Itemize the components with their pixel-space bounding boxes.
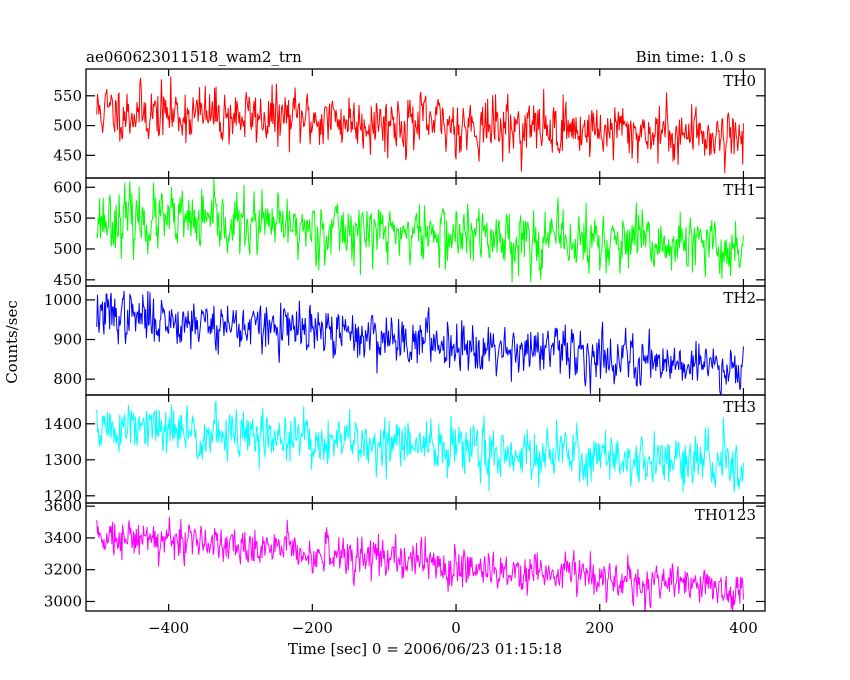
panel-label: TH2: [723, 289, 756, 307]
panel-th0123: 3000 3200 3400 3600 TH0123: [44, 497, 766, 612]
series-th3: [96, 400, 744, 493]
series-th0: [96, 76, 744, 173]
y-tick-label: 1200: [44, 487, 82, 505]
y-tick-label: 1000: [44, 291, 82, 309]
y-tick-label: 450: [53, 271, 82, 289]
y-tick-label: 500: [53, 240, 82, 258]
y-tick-label: 1400: [44, 415, 82, 433]
x-tick-label: 200: [585, 619, 614, 637]
y-axis-title: Counts/sec: [3, 300, 21, 384]
panel-label: TH0123: [695, 506, 756, 524]
chart-title: ae060623011518_wam2_trn: [86, 48, 302, 66]
series-th2: [96, 291, 744, 395]
y-tick-label: 3000: [44, 592, 82, 610]
x-tick-label: −200: [292, 619, 333, 637]
y-tick-label: 3200: [44, 561, 82, 579]
x-tick-label: −400: [148, 619, 189, 637]
x-tick-label: 0: [451, 619, 461, 637]
x-axis: −400 −200 0 200 400: [148, 619, 758, 637]
panel-th1: 450 500 550 600 TH1: [53, 177, 766, 289]
panel-th0: 450 500 550 TH0: [53, 68, 766, 179]
y-tick-label: 550: [53, 209, 82, 227]
bin-time-label: Bin time: 1.0 s: [636, 48, 746, 66]
y-tick-label: 450: [53, 146, 82, 164]
y-tick-label: 3400: [44, 529, 82, 547]
y-tick-label: 600: [53, 178, 82, 196]
y-tick-label: 900: [53, 331, 82, 349]
x-tick-label: 400: [729, 619, 758, 637]
series-th0123: [96, 516, 744, 611]
y-tick-label: 800: [53, 370, 82, 388]
panel-th3: 1200 1300 1400 TH3: [44, 394, 766, 505]
panel-label: TH0: [723, 72, 756, 90]
y-tick-label: 1300: [44, 451, 82, 469]
panel-label: TH3: [723, 398, 756, 416]
panel-label: TH1: [723, 181, 756, 199]
panel-frame: [85, 502, 766, 612]
x-axis-title: Time [sec] 0 = 2006/06/23 01:15:18: [288, 640, 562, 658]
y-tick-label: 550: [53, 87, 82, 105]
y-tick-label: 500: [53, 117, 82, 135]
y-tick-label: 3600: [44, 497, 82, 515]
panel-th2: 800 900 1000 TH2: [44, 285, 766, 396]
series-th1: [96, 178, 744, 283]
panels: 450 500 550 TH0 450 500 550 600 TH1 800 900 1000 TH2…: [44, 68, 766, 612]
